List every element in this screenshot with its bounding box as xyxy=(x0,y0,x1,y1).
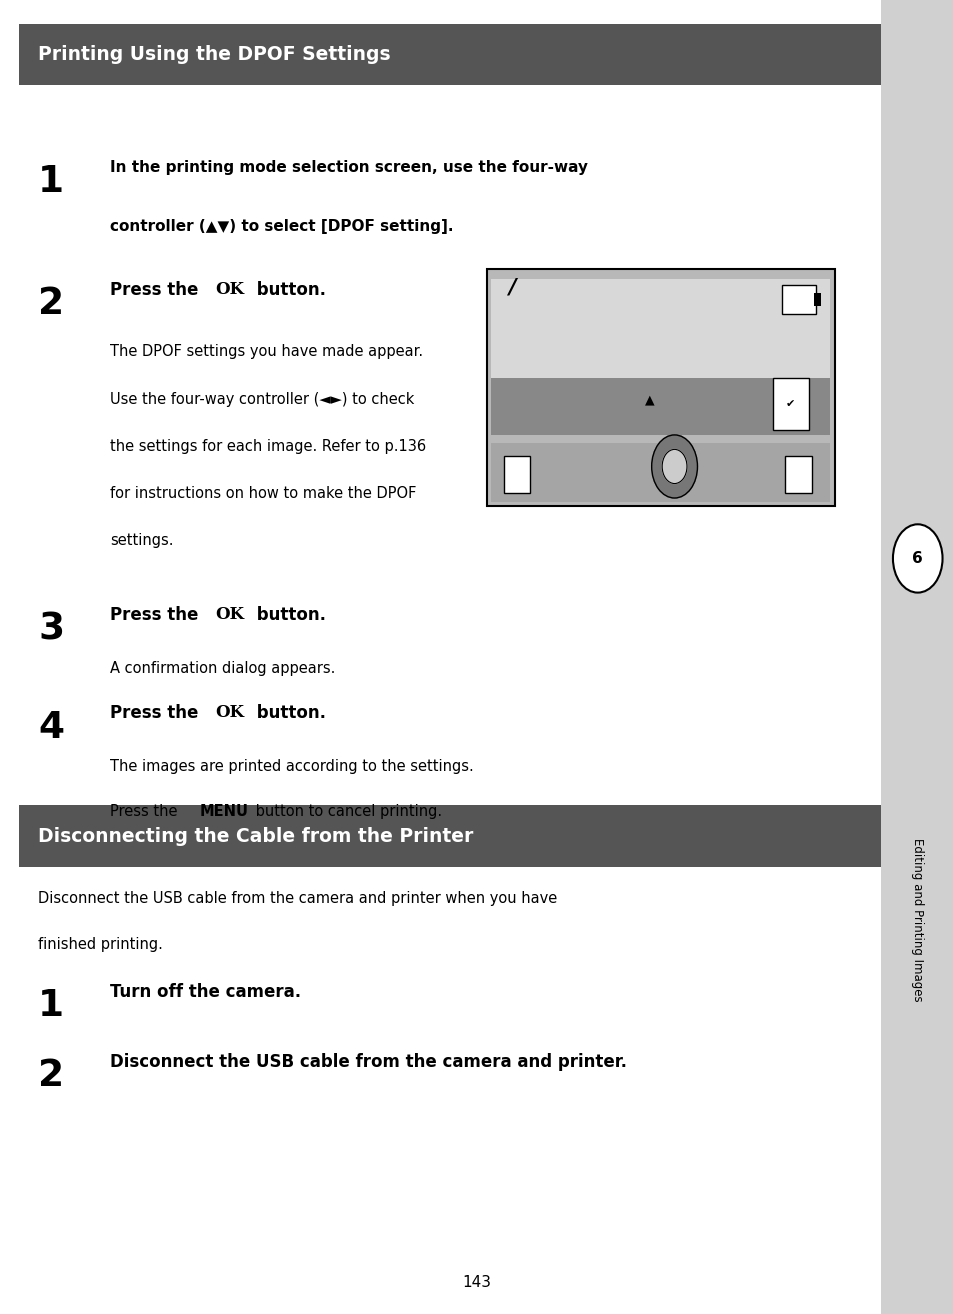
Bar xyxy=(19,24,881,85)
Bar xyxy=(491,443,829,502)
Bar xyxy=(491,378,829,435)
Bar xyxy=(503,456,530,493)
Bar xyxy=(486,269,834,506)
Text: Disconnecting the Cable from the Printer: Disconnecting the Cable from the Printer xyxy=(38,827,473,846)
Text: button.: button. xyxy=(251,704,326,723)
Text: ▲: ▲ xyxy=(645,393,655,406)
Text: Disconnect the USB cable from the camera and printer when you have: Disconnect the USB cable from the camera… xyxy=(38,891,557,905)
Text: OK: OK xyxy=(215,704,244,721)
Text: 2: 2 xyxy=(38,286,64,322)
Text: 3: 3 xyxy=(38,611,64,646)
Text: OK: OK xyxy=(215,606,244,623)
Text: Printing Using the DPOF Settings: Printing Using the DPOF Settings xyxy=(38,45,391,64)
Text: 143: 143 xyxy=(462,1276,491,1290)
Text: Disconnect the USB cable from the camera and printer.: Disconnect the USB cable from the camera… xyxy=(110,1053,626,1071)
Text: Press the: Press the xyxy=(110,606,204,624)
Text: finished printing.: finished printing. xyxy=(38,937,163,951)
Text: Use the four-way controller (◄►) to check: Use the four-way controller (◄►) to chec… xyxy=(110,392,414,406)
Text: 1: 1 xyxy=(38,164,64,200)
Text: Press the: Press the xyxy=(110,281,204,300)
Text: The DPOF settings you have made appear.: The DPOF settings you have made appear. xyxy=(110,344,422,359)
Bar xyxy=(781,285,815,314)
Text: for instructions on how to make the DPOF: for instructions on how to make the DPOF xyxy=(110,486,416,501)
Text: The images are printed according to the settings.: The images are printed according to the … xyxy=(110,759,473,774)
Text: the settings for each image. Refer to p.136: the settings for each image. Refer to p.… xyxy=(110,439,425,453)
Text: Press the: Press the xyxy=(110,804,182,819)
Text: 2: 2 xyxy=(38,1058,64,1093)
Bar xyxy=(19,805,881,867)
Bar xyxy=(784,456,811,493)
Text: 4: 4 xyxy=(38,710,64,745)
Text: 6: 6 xyxy=(911,551,923,566)
Bar xyxy=(491,279,829,382)
Text: 1: 1 xyxy=(38,988,64,1024)
Bar xyxy=(772,377,808,430)
Circle shape xyxy=(892,524,942,593)
Text: In the printing mode selection screen, use the four-way: In the printing mode selection screen, u… xyxy=(110,160,587,175)
Text: button.: button. xyxy=(251,606,326,624)
Text: ✔: ✔ xyxy=(785,399,795,409)
Text: button.: button. xyxy=(251,281,326,300)
Circle shape xyxy=(661,449,686,484)
Text: Turn off the camera.: Turn off the camera. xyxy=(110,983,300,1001)
Text: MENU: MENU xyxy=(199,804,248,819)
Text: A confirmation dialog appears.: A confirmation dialog appears. xyxy=(110,661,335,675)
Text: OK: OK xyxy=(215,281,244,298)
Bar xyxy=(813,293,821,306)
Text: Editing and Printing Images: Editing and Printing Images xyxy=(910,838,923,1001)
Bar xyxy=(881,0,953,1314)
Circle shape xyxy=(651,435,697,498)
Text: Press the: Press the xyxy=(110,704,204,723)
Text: settings.: settings. xyxy=(110,533,173,548)
Text: controller (▲▼) to select [DPOF setting].: controller (▲▼) to select [DPOF setting]… xyxy=(110,219,453,234)
Text: /: / xyxy=(507,277,515,297)
Text: button to cancel printing.: button to cancel printing. xyxy=(251,804,441,819)
